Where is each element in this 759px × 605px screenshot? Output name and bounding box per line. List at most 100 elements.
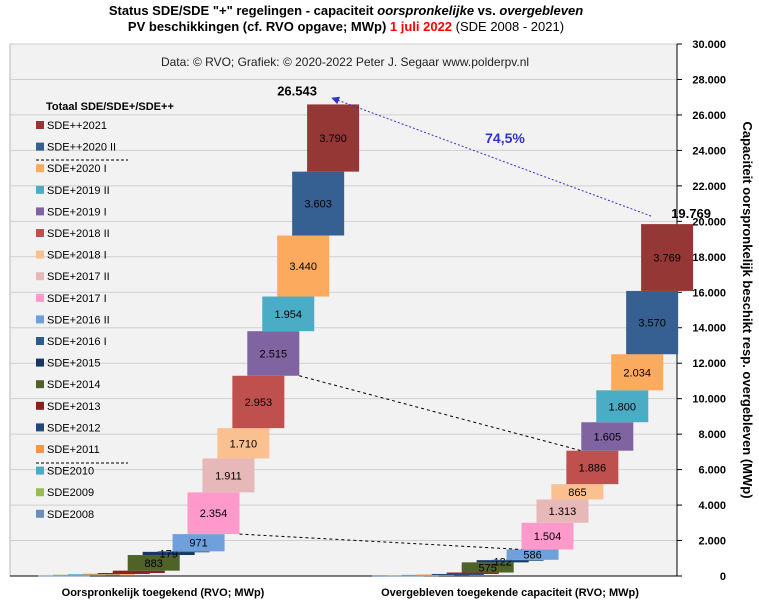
title-2b: 1 juli 2022 xyxy=(390,19,452,34)
legend-label: SDE+2016 I xyxy=(47,336,107,348)
bar-1-17 xyxy=(626,290,679,355)
data-label: 575 xyxy=(479,562,497,574)
data-label: 3.603 xyxy=(304,199,332,211)
legend-swatch xyxy=(36,401,44,410)
bar-0-11 xyxy=(202,458,255,493)
data-label: 1.605 xyxy=(594,431,622,443)
data-label: 2.354 xyxy=(200,508,228,520)
legend-label: SDE++2021 xyxy=(47,120,107,132)
bar-0-0 xyxy=(38,575,90,577)
y-tick-label: 18.000 xyxy=(692,252,726,264)
title-1a: Status SDE/SDE "+" regelingen - capacite… xyxy=(109,3,377,18)
bar-1-4 xyxy=(431,573,484,575)
title-2a: PV beschikkingen (cf. RVO opgave; MWp) xyxy=(128,19,390,34)
data-label: 1.911 xyxy=(215,470,242,482)
legend-label: SDE+2013 xyxy=(47,401,101,413)
data-label: 2.515 xyxy=(260,348,288,360)
bar-0-13 xyxy=(232,375,285,429)
data-label: 3.790 xyxy=(319,133,347,145)
bar-0-16 xyxy=(277,235,330,297)
legend-label: SDE+2019 II xyxy=(47,185,110,197)
y-tick-label: 22.000 xyxy=(692,181,726,193)
legend-label: SDE+2018 II xyxy=(47,228,110,240)
bar-0-15 xyxy=(262,296,315,332)
data-label: 1.954 xyxy=(274,309,302,321)
total-label-original: 26.543 xyxy=(277,83,317,98)
legend-label: SDE+2014 xyxy=(47,379,101,391)
bar-0-10 xyxy=(187,492,240,535)
data-label: 1.800 xyxy=(608,401,636,413)
bar-1-5 xyxy=(446,572,499,574)
y-tick-label: 24.000 xyxy=(692,145,726,157)
data-label: 1.313 xyxy=(549,506,577,518)
legend-swatch xyxy=(36,337,44,345)
legend-swatch xyxy=(36,250,44,259)
data-label: 3.440 xyxy=(289,261,317,273)
legend-swatch xyxy=(36,164,44,173)
data-label: 1.710 xyxy=(230,438,258,450)
data-label: 971 xyxy=(189,538,207,550)
legend-swatch xyxy=(36,423,44,432)
legend-swatch xyxy=(36,293,44,302)
source-note: Data: © RVO; Grafiek: © 2020-2022 Peter … xyxy=(161,55,529,69)
x-category-label: Overgebleven toegekende capaciteit (RVO;… xyxy=(381,587,639,599)
bar-0-1 xyxy=(52,574,105,576)
legend-label: SDE+2016 II xyxy=(47,314,110,326)
y-tick-label: 26.000 xyxy=(692,110,726,122)
legend-swatch xyxy=(36,142,44,151)
legend-label: SDE+2018 I xyxy=(47,250,107,262)
data-label: 865 xyxy=(568,487,586,499)
data-label: 2.034 xyxy=(623,367,651,379)
legend-label: SDE2009 xyxy=(47,487,94,499)
bar-1-11 xyxy=(536,499,589,523)
legend-swatch xyxy=(36,445,44,453)
y-tick-label: 12.000 xyxy=(692,358,726,370)
legend-label: SDE+2011 xyxy=(47,444,100,456)
bar-1-7 xyxy=(476,560,529,563)
bar-1-8 xyxy=(491,559,544,561)
legend-label: SDE+2017 I xyxy=(47,293,107,305)
bar-1-9 xyxy=(506,549,559,560)
legend-swatch xyxy=(36,272,44,281)
total-label-remaining: 19.769 xyxy=(671,206,711,221)
legend-label: SDE+2019 I xyxy=(47,206,107,218)
chart-title-line-1: Status SDE/SDE "+" regelingen - capacite… xyxy=(109,3,583,18)
y-tick-label: 16.000 xyxy=(692,287,726,299)
bar-0-5 xyxy=(112,570,165,573)
legend-label: SDE2008 xyxy=(47,509,94,521)
y-tick-label: 30.000 xyxy=(692,39,726,51)
legend-swatch xyxy=(36,488,44,497)
data-label: 3.570 xyxy=(638,318,666,330)
legend-swatch xyxy=(36,315,44,324)
y-tick-label: 14.000 xyxy=(692,323,726,335)
y-tick-label: 6.000 xyxy=(698,465,726,477)
y-tick-label: 10.000 xyxy=(692,394,726,406)
title-2c: (SDE 2008 - 2021) xyxy=(452,19,564,34)
y-tick-label: 28.000 xyxy=(692,74,726,86)
data-label: 586 xyxy=(523,550,541,562)
data-label: 883 xyxy=(145,558,163,570)
connector-line xyxy=(239,533,522,550)
y-axis-title: Capaciteit oorspronkelijk beschikt resp.… xyxy=(740,121,755,498)
y-tick-label: 4.000 xyxy=(698,500,726,512)
legend-title: Totaal SDE/SDE+/SDE++ xyxy=(46,101,174,113)
bar-0-17 xyxy=(292,171,345,236)
data-label: 3.769 xyxy=(653,253,681,265)
growth-label: 74,5% xyxy=(485,130,525,146)
bar-0-9 xyxy=(172,534,225,552)
data-label: 1.886 xyxy=(579,462,607,474)
connector-line xyxy=(299,375,582,452)
legend-swatch xyxy=(36,358,44,367)
legend-label: SDE+2012 xyxy=(47,422,101,434)
y-tick-label: 0 xyxy=(720,571,726,583)
bar-0-4 xyxy=(97,572,150,574)
legend-swatch xyxy=(36,229,44,237)
bar-1-18 xyxy=(641,224,694,291)
legend-swatch xyxy=(36,185,44,194)
chart-title-line-2: PV beschikkingen (cf. RVO opgave; MWp) 1… xyxy=(128,19,564,34)
title-1c: vs. xyxy=(474,3,499,18)
bar-0-2 xyxy=(67,574,120,576)
y-tick-label: 2.000 xyxy=(698,536,726,548)
legend-label: SDE+2015 xyxy=(47,358,101,370)
